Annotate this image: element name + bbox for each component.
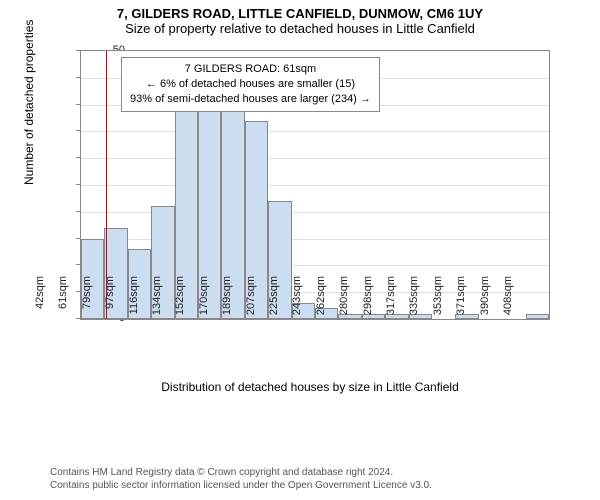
chart-container: Number of detached properties 0510152025…: [50, 50, 570, 380]
title-line1: 7, GILDERS ROAD, LITTLE CANFIELD, DUNMOW…: [0, 6, 600, 21]
x-tick-label: 390sqm: [479, 276, 491, 326]
x-tick-label: 189sqm: [221, 276, 233, 326]
x-tick-label: 298sqm: [362, 276, 374, 326]
title-line2: Size of property relative to detached ho…: [0, 21, 600, 36]
gridline: [81, 131, 549, 132]
x-tick-label: 317sqm: [385, 276, 397, 326]
footer-line2: Contains public sector information licen…: [50, 479, 432, 492]
x-tick-label: 152sqm: [174, 276, 186, 326]
x-tick-label: 116sqm: [128, 276, 140, 326]
y-axis-label: Number of detached properties: [22, 20, 36, 185]
bar: [526, 314, 549, 319]
x-tick-label: 207sqm: [245, 276, 257, 326]
x-tick-label: 335sqm: [408, 276, 420, 326]
annotation-line3: 93% of semi-detached houses are larger (…: [130, 92, 371, 107]
gridline: [81, 158, 549, 159]
x-tick-label: 408sqm: [502, 276, 514, 326]
annotation-line1: 7 GILDERS ROAD: 61sqm: [130, 62, 371, 77]
x-tick-label: 61sqm: [57, 276, 69, 326]
x-axis-label: Distribution of detached houses by size …: [50, 380, 570, 394]
x-tick-label: 262sqm: [315, 276, 327, 326]
x-tick-label: 280sqm: [338, 276, 350, 326]
footer-line1: Contains HM Land Registry data © Crown c…: [50, 466, 432, 479]
chart-titles: 7, GILDERS ROAD, LITTLE CANFIELD, DUNMOW…: [0, 0, 600, 36]
x-tick-label: 170sqm: [198, 276, 210, 326]
annotation-box: 7 GILDERS ROAD: 61sqm ← 6% of detached h…: [121, 57, 380, 112]
x-tick-label: 243sqm: [291, 276, 303, 326]
x-tick-label: 79sqm: [81, 276, 93, 326]
x-tick-label: 134sqm: [151, 276, 163, 326]
x-tick-label: 97sqm: [104, 276, 116, 326]
x-tick-label: 225sqm: [268, 276, 280, 326]
x-tick-label: 371sqm: [455, 276, 467, 326]
gridline: [81, 185, 549, 186]
x-tick-label: 42sqm: [34, 276, 46, 326]
footer-attribution: Contains HM Land Registry data © Crown c…: [50, 466, 432, 492]
annotation-line2: ← 6% of detached houses are smaller (15): [130, 77, 371, 92]
x-tick-label: 353sqm: [432, 276, 444, 326]
